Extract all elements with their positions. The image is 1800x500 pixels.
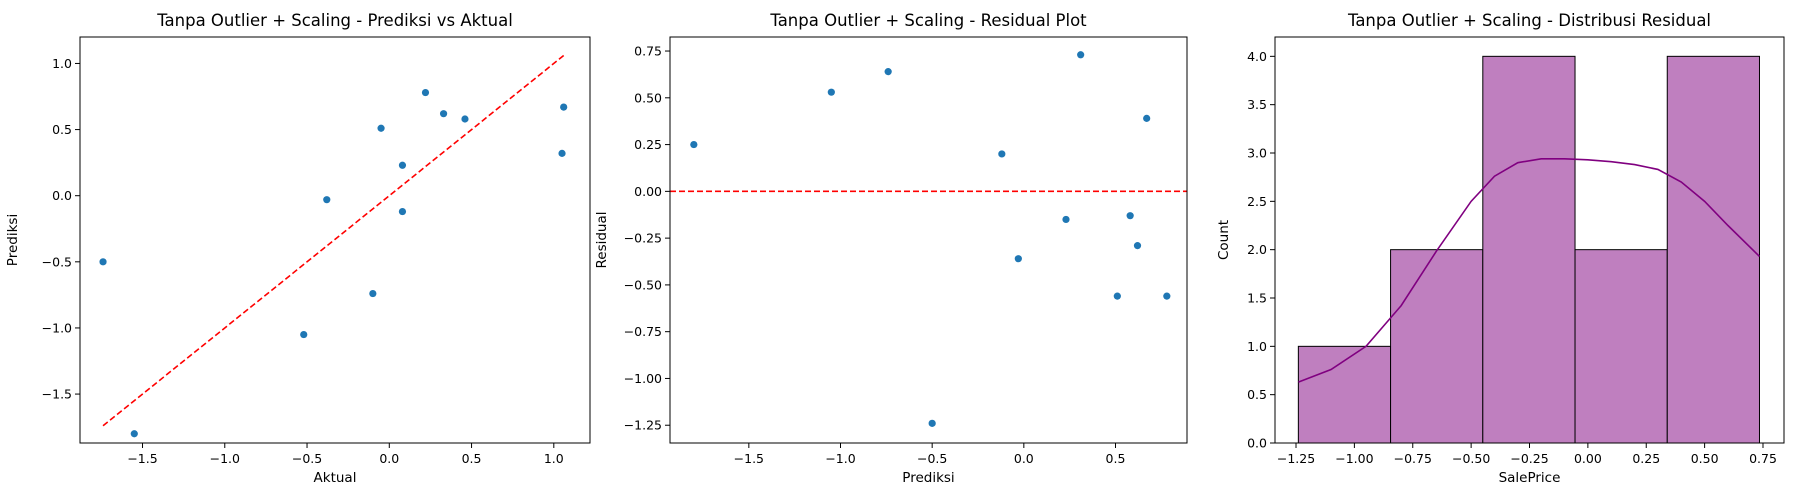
- y-tick-label: 0.00: [634, 184, 662, 199]
- scatter-point: [300, 330, 308, 339]
- scatter-point: [827, 88, 835, 96]
- x-tick-label: −1.25: [1277, 451, 1315, 466]
- x-tick-label: 0.5: [1106, 451, 1126, 466]
- x-axis-label: Aktual: [314, 470, 357, 486]
- y-tick-label: 1.0: [52, 56, 72, 71]
- plot-frame: [79, 36, 591, 444]
- y-tick-label: −0.25: [624, 231, 662, 246]
- y-tick-label: −1.5: [42, 387, 72, 402]
- scatter-point: [884, 68, 892, 76]
- scatter-point: [1126, 212, 1134, 220]
- scatter-point: [928, 419, 936, 427]
- x-tick-label: −1.00: [1335, 451, 1373, 466]
- scatter-point: [690, 140, 698, 149]
- y-tick-label: −1.00: [624, 371, 662, 386]
- scatter-point: [130, 430, 138, 438]
- x-tick-label: 0.00: [1574, 451, 1602, 466]
- x-tick-label: 0.0: [379, 451, 399, 466]
- y-tick-label: 2.0: [1247, 242, 1267, 257]
- x-tick-label: −0.50: [1452, 451, 1490, 466]
- reference-line: [102, 54, 565, 427]
- histogram-bar: [1574, 249, 1668, 444]
- y-tick-label: 0.5: [52, 122, 72, 137]
- chart-3: −1.25 −1.00 −0.75 −0.50 −0.25 0.00 0.25 0.50 0.7…: [1216, 11, 1785, 486]
- y-tick-label: −1.0: [42, 320, 72, 335]
- scatter-point: [99, 258, 107, 266]
- y-tick-label: 0.0: [1247, 436, 1267, 451]
- scatter-point: [398, 207, 407, 216]
- scatter-point: [998, 150, 1006, 158]
- scatter-point: [323, 196, 331, 204]
- chart-2: −1.5 −1.0 −0.5 0.0 0.5 −1.25 −1.00 −0.75 −0.50 −0…: [594, 11, 1188, 486]
- x-tick-label: −0.5: [917, 451, 947, 466]
- y-tick-label: 2.5: [1247, 194, 1267, 209]
- y-tick-label: −0.75: [624, 324, 662, 339]
- x-tick-label: 0.75: [1749, 451, 1777, 466]
- scatter-point: [398, 161, 407, 169]
- x-axis-label: SalePrice: [1499, 470, 1561, 486]
- x-tick-label: 0.5: [462, 451, 482, 466]
- histogram-bar: [1297, 345, 1392, 444]
- x-tick-label: −0.25: [1510, 451, 1548, 466]
- scatter-point: [560, 103, 568, 111]
- x-tick-label: 0.0: [1014, 451, 1034, 466]
- y-axis-label: Residual: [594, 211, 610, 268]
- y-tick-label: 4.0: [1247, 49, 1267, 64]
- chart-title: Tanpa Outlier + Scaling - Prediksi vs Ak…: [156, 11, 513, 30]
- scatter-point: [558, 149, 566, 157]
- scatter-point: [377, 124, 385, 132]
- histogram-bar: [1482, 55, 1576, 444]
- x-tick-label: −1.5: [127, 451, 157, 466]
- x-tick-label: 0.25: [1632, 451, 1660, 466]
- x-tick-label: −1.5: [734, 451, 764, 466]
- y-tick-label: 1.0: [1247, 339, 1267, 354]
- plot-frame: [669, 36, 1188, 444]
- y-tick-label: 1.5: [1247, 291, 1267, 306]
- x-tick-label: −0.75: [1394, 451, 1432, 466]
- chart-1: −1.5 −1.0 −0.5 0.0 0.5 1.0 −1.5 −1.0 −0.5 0.0 0.5 1…: [5, 11, 591, 486]
- y-tick-label: 0.0: [52, 188, 72, 203]
- chart-title: Tanpa Outlier + Scaling - Distribusi Res…: [1347, 11, 1711, 30]
- scatter-point: [1143, 114, 1151, 122]
- scatter-point: [369, 289, 377, 298]
- scatter-point: [1062, 215, 1070, 224]
- scatter-point: [1077, 51, 1085, 59]
- scatter-point: [1133, 242, 1142, 250]
- y-tick-label: −0.50: [624, 277, 662, 292]
- scatter-point: [439, 110, 448, 118]
- y-tick-label: 3.5: [1247, 97, 1267, 112]
- y-axis-label: Count: [1216, 220, 1232, 260]
- y-tick-label: 0.5: [1247, 387, 1267, 402]
- y-tick-label: 0.50: [634, 90, 662, 105]
- scatter-point: [1163, 292, 1171, 300]
- x-tick-label: −0.5: [292, 451, 322, 466]
- x-tick-label: 1.0: [544, 451, 564, 466]
- y-axis-label: Prediksi: [5, 214, 21, 266]
- histogram-bar: [1390, 249, 1484, 444]
- y-tick-label: 0.25: [634, 137, 662, 152]
- y-tick-label: −1.25: [624, 418, 662, 433]
- scatter-point: [1113, 292, 1121, 300]
- x-tick-label: 0.50: [1691, 451, 1719, 466]
- scatter-point: [461, 115, 469, 123]
- y-tick-label: 3.0: [1247, 146, 1267, 161]
- scatter-point: [1014, 255, 1022, 263]
- kde-line: [1298, 158, 1761, 383]
- y-tick-label: −0.5: [42, 254, 72, 269]
- scatter-point: [421, 88, 430, 97]
- y-tick-label: 0.75: [634, 44, 662, 59]
- histogram-bar: [1666, 55, 1760, 444]
- x-tick-label: −1.0: [210, 451, 240, 466]
- x-tick-label: −1.0: [825, 451, 855, 466]
- x-axis-label: Prediksi: [902, 470, 954, 486]
- chart-title: Tanpa Outlier + Scaling - Residual Plot: [769, 11, 1087, 30]
